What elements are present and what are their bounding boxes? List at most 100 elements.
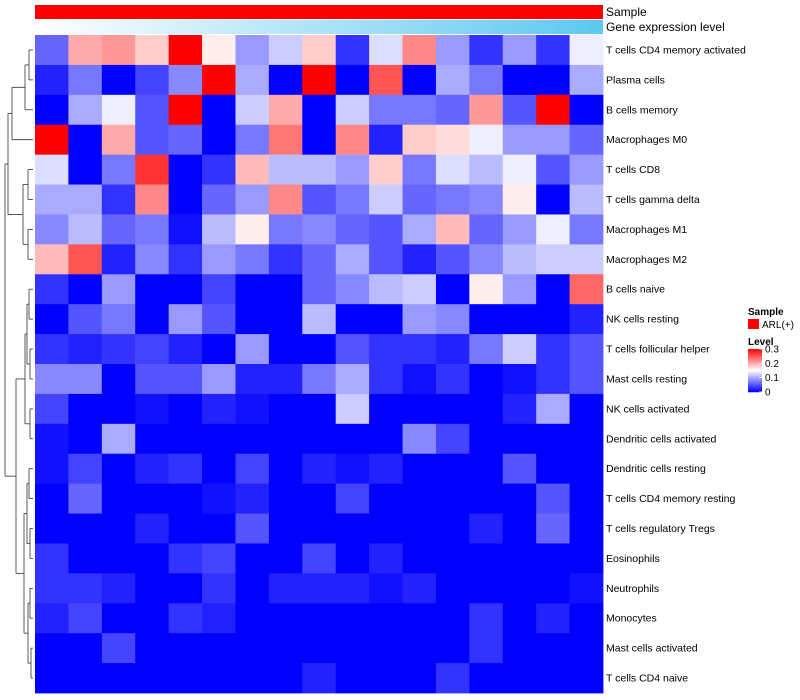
- heatmap-cell: [536, 513, 570, 544]
- heatmap-cell: [101, 543, 136, 574]
- heatmap-cell: [502, 393, 537, 425]
- heatmap-cell: [335, 274, 370, 305]
- legend-colorbar-segment: [748, 391, 762, 393]
- heatmap-cell: [168, 663, 203, 694]
- heatmap-cell: [202, 603, 236, 634]
- heatmap-cell: [536, 244, 570, 275]
- heatmap-cell: [569, 393, 604, 425]
- heatmap-cell: [469, 184, 504, 215]
- heatmap-cell: [335, 513, 370, 544]
- legend-colorbar-segment: [748, 351, 762, 353]
- heatmap-cell: [435, 543, 470, 574]
- heatmap-cell: [435, 633, 470, 664]
- heatmap-cell: [68, 513, 103, 544]
- heatmap-cell: [168, 364, 203, 395]
- heatmap-cell: [168, 304, 203, 335]
- heatmap-cell: [536, 543, 570, 574]
- heatmap-cell: [369, 543, 403, 574]
- heatmap-cell: [302, 154, 337, 185]
- heatmap-cell: [536, 124, 570, 156]
- heatmap-cell: [101, 663, 136, 694]
- heatmap-cell: [268, 573, 303, 604]
- heatmap-cell: [335, 184, 370, 215]
- heatmap-cell: [101, 274, 136, 305]
- heatmap-cell: [235, 513, 270, 544]
- heatmap-cell: [101, 244, 136, 275]
- heatmap-cell: [302, 35, 337, 66]
- heatmap-cell: [68, 244, 103, 275]
- heatmap-cell: [68, 274, 103, 305]
- heatmap-cell: [68, 35, 103, 66]
- heatmap-cell: [101, 364, 136, 395]
- heatmap-cell: [402, 393, 437, 425]
- heatmap-cell: [135, 423, 170, 455]
- heatmap-cell: [101, 35, 136, 66]
- heatmap-cell: [302, 393, 337, 425]
- heatmap-cell: [202, 184, 236, 215]
- heatmap-cell: [402, 364, 437, 395]
- heatmap-cell: [35, 184, 69, 215]
- heatmap-cell: [68, 423, 103, 455]
- heatmap-cell: [536, 304, 570, 335]
- heatmap-cell: [235, 244, 270, 275]
- row-label: B cells naive: [606, 284, 665, 296]
- row-label: T cells CD4 memory activated: [606, 44, 746, 56]
- heatmap-cell: [569, 663, 604, 694]
- heatmap-cell: [135, 124, 170, 156]
- legend-colorbar-segment: [748, 360, 762, 362]
- row-label: NK cells resting: [606, 314, 679, 326]
- heatmap-cell: [268, 214, 303, 245]
- heatmap-cell: [35, 573, 69, 604]
- heatmap-cell: [469, 94, 504, 126]
- heatmap-cell: [235, 214, 270, 245]
- heatmap-cell: [135, 274, 170, 305]
- heatmap-cell: [536, 214, 570, 245]
- heatmap-cell: [135, 184, 170, 215]
- heatmap-cell: [168, 603, 203, 634]
- heatmap-cell: [168, 393, 203, 425]
- heatmap-cell: [369, 35, 403, 66]
- legend-colorbar-segment: [748, 384, 762, 386]
- legend-colorbar-segment: [748, 353, 762, 355]
- legend-colorbar-segment: [748, 372, 762, 374]
- heatmap-cell: [469, 274, 504, 305]
- legend-level-title: Level: [748, 337, 774, 348]
- legend-colorbar-segment: [748, 378, 762, 380]
- heatmap-cell: [268, 35, 303, 66]
- heatmap-cell: [68, 154, 103, 185]
- heatmap-cell: [369, 304, 403, 335]
- heatmap-cell: [435, 94, 470, 126]
- heatmap-cell: [135, 304, 170, 335]
- heatmap-cell: [235, 184, 270, 215]
- legend-colorbar-segment: [748, 354, 762, 356]
- heatmap-cell: [335, 154, 370, 185]
- heatmap-cell: [235, 453, 270, 485]
- heatmap-cell: [569, 573, 604, 604]
- heatmap-cell: [402, 154, 437, 185]
- heatmap-cell: [502, 453, 537, 485]
- heatmap-cell: [35, 483, 69, 514]
- heatmap-cell: [35, 35, 69, 66]
- heatmap-cell: [235, 543, 270, 574]
- heatmap-cell: [435, 663, 470, 694]
- heatmap-cell: [235, 423, 270, 455]
- heatmap-cell: [536, 364, 570, 395]
- heatmap-cell: [569, 633, 604, 664]
- heatmap-cell: [302, 214, 337, 245]
- heatmap-cell: [502, 603, 537, 634]
- heatmap-cell: [68, 393, 103, 425]
- heatmap-cell: [335, 453, 370, 485]
- heatmap-cell: [101, 453, 136, 485]
- heatmap-cell: [536, 603, 570, 634]
- heatmap-cell: [335, 304, 370, 335]
- heatmap-cell: [569, 94, 604, 126]
- heatmap-cell: [369, 244, 403, 275]
- heatmap-cell: [35, 154, 69, 185]
- heatmap-cell: [569, 64, 604, 96]
- legend-colorbar-segment: [748, 357, 762, 359]
- heatmap-cell: [536, 154, 570, 185]
- heatmap-cell: [435, 573, 470, 604]
- heatmap-cell: [536, 423, 570, 455]
- heatmap-cell: [369, 214, 403, 245]
